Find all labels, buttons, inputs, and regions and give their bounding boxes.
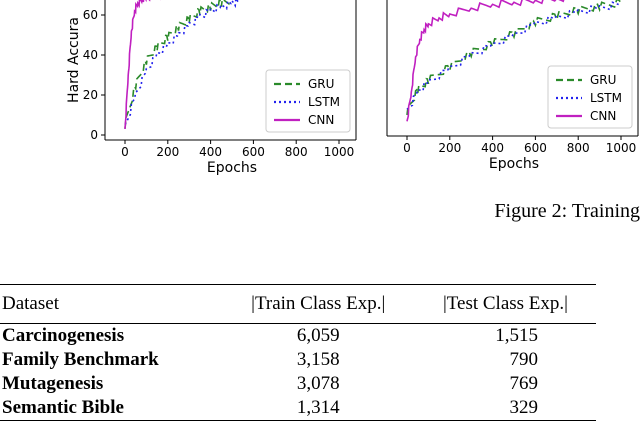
x-axis-label: Epochs: [489, 156, 539, 172]
legend-label-cnn: CNN: [308, 113, 334, 127]
series-lstm-line: [124, 0, 239, 125]
x-tick-label: 0: [121, 145, 129, 159]
legend-label-lstm: LSTM: [308, 95, 340, 109]
dataset-class-expressions-table: Dataset |Train Class Exp.| |Test Class E…: [0, 284, 596, 421]
legend-box: [547, 65, 633, 129]
x-tick-label: 800: [285, 145, 308, 159]
cell-test: 329: [509, 397, 539, 418]
table-header-row: Dataset |Train Class Exp.| |Test Class E…: [0, 284, 596, 324]
cell-train: 3,158: [296, 349, 340, 370]
y-tick-label: 0: [90, 128, 98, 142]
training-figure: 0 200 400 600 800 1000 Epochs 0 20 40 60 Hard Accur…: [0, 0, 640, 200]
series-gru-line: [406, 0, 622, 116]
cell-test: 790: [509, 349, 539, 370]
x-tick-label: 200: [156, 145, 179, 159]
x-tick-label: 1000: [606, 141, 637, 155]
cell-train: 6,059: [296, 325, 340, 346]
legend-label-cnn: CNN: [590, 109, 616, 123]
x-tick-label: 200: [438, 141, 461, 155]
cell-dataset: Mutagenesis: [2, 373, 104, 394]
legend-label-gru: GRU: [308, 77, 334, 91]
header-dataset: Dataset: [2, 293, 59, 314]
legend-label-lstm: LSTM: [590, 91, 622, 105]
series-lstm-line: [406, 1, 622, 110]
cell-test: 769: [509, 373, 539, 394]
y-tick-label: 60: [83, 8, 98, 22]
legend-label-gru: GRU: [590, 73, 616, 87]
x-tick-label: 400: [481, 141, 504, 155]
x-tick-label: 0: [403, 141, 411, 155]
header-train-class-exp: |Train Class Exp.|: [251, 293, 386, 314]
cell-train: 3,078: [296, 373, 340, 394]
table-row: Carcinogenesis 6,059 1,515: [0, 324, 596, 349]
y-tick-label: 40: [83, 48, 98, 62]
y-tick-label: 20: [83, 88, 98, 102]
x-tick-label: 800: [567, 141, 590, 155]
figure-caption: Figure 2: Training: [494, 200, 640, 222]
cell-dataset: Family Benchmark: [2, 349, 159, 370]
x-tick-label: 600: [524, 141, 547, 155]
table-row: Semantic Bible 1,314 329: [0, 396, 596, 421]
x-tick-label: 1000: [324, 145, 355, 159]
legend-box: [265, 69, 351, 133]
table-row: Family Benchmark 3,158 790: [0, 348, 596, 372]
series-cnn-line: [406, 0, 565, 122]
series-cnn-line: [124, 0, 161, 130]
cell-test: 1,515: [495, 325, 538, 346]
x-tick-label: 400: [199, 145, 222, 159]
header-test-class-exp: |Test Class Exp.|: [442, 293, 568, 314]
cell-dataset: Semantic Bible: [2, 397, 124, 418]
series-gru-line: [124, 0, 231, 129]
x-tick-label: 600: [242, 145, 265, 159]
cell-train: 1,314: [296, 397, 340, 418]
cell-dataset: Carcinogenesis: [2, 325, 125, 346]
y-axis-label: Hard Accura: [66, 17, 82, 103]
table-row: Mutagenesis 3,078 769: [0, 372, 596, 396]
x-axis-label: Epochs: [207, 160, 257, 176]
